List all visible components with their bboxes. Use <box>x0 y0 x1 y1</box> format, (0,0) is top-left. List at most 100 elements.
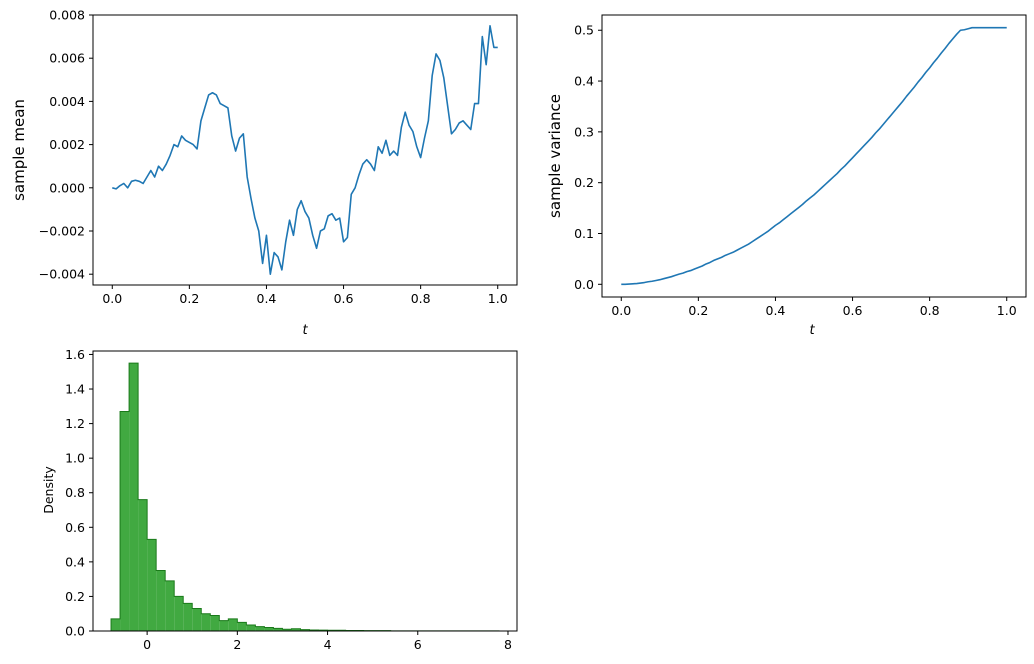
data-point <box>917 81 919 83</box>
data-point <box>971 27 973 29</box>
data-point <box>856 153 858 155</box>
y-tick-label: 0.4 <box>65 554 85 569</box>
data-point <box>628 283 630 285</box>
data-point <box>1006 27 1008 29</box>
data-point <box>412 131 414 133</box>
sample-mean-panel: 0.0 0.2 0.4 0.6 0.8 1.0 −0.004 −0.002 0.000 0.00… <box>10 8 518 338</box>
data-point <box>404 111 406 113</box>
y-tick-label: 0.6 <box>65 520 85 535</box>
x-tick-label: 0.2 <box>688 303 708 318</box>
x-axis-label: t <box>302 323 308 338</box>
x-tick-label: 8 <box>504 637 512 652</box>
data-point <box>300 200 302 202</box>
data-point <box>960 29 962 31</box>
data-point <box>678 273 680 275</box>
histogram-bar <box>291 628 301 631</box>
data-point <box>235 150 237 152</box>
y-axis-ticks: 0.0 0.2 0.4 0.6 0.8 1.0 1.2 1.4 1.6 <box>65 347 93 639</box>
y-tick-label: 0.2 <box>65 589 85 604</box>
data-point <box>246 176 248 178</box>
data-point <box>859 149 861 151</box>
data-point <box>782 219 784 221</box>
data-point <box>431 75 433 77</box>
y-tick-label: 0.0 <box>574 277 594 292</box>
data-point <box>115 188 117 190</box>
data-point <box>347 237 349 239</box>
data-point <box>497 47 499 49</box>
histogram-bar <box>255 626 265 631</box>
data-point <box>154 176 156 178</box>
data-point <box>204 107 206 109</box>
data-point <box>829 180 831 182</box>
x-tick-label: 1.0 <box>488 291 508 306</box>
x-tick-label: 0.8 <box>920 303 940 318</box>
data-point <box>983 27 985 29</box>
data-point <box>385 139 387 141</box>
data-point <box>655 280 657 282</box>
data-point <box>686 271 688 273</box>
histogram-bar <box>309 629 319 631</box>
data-point <box>640 282 642 284</box>
data-point <box>967 28 969 30</box>
data-point <box>752 241 754 243</box>
data-point <box>485 64 487 66</box>
y-axis-ticks: 0.0 0.1 0.2 0.3 0.4 0.5 <box>574 23 602 292</box>
data-point <box>208 94 210 96</box>
data-point <box>212 92 214 94</box>
y-tick-label: 0.004 <box>49 94 85 109</box>
data-point <box>620 284 622 286</box>
data-point <box>694 268 696 270</box>
data-point <box>381 152 383 154</box>
histogram-bar <box>120 411 130 631</box>
data-point <box>979 27 981 29</box>
histogram-bar <box>246 624 256 631</box>
histogram-bar <box>192 608 202 631</box>
data-point <box>462 120 464 122</box>
y-tick-label: 0.1 <box>574 226 594 241</box>
x-axis-ticks: 0.0 0.2 0.4 0.6 0.8 1.0 <box>611 297 1017 318</box>
plot-area <box>602 15 1026 297</box>
y-tick-label: 1.4 <box>65 382 85 397</box>
data-point <box>231 135 233 137</box>
data-point <box>763 233 765 235</box>
data-point <box>906 96 908 98</box>
data-point <box>821 187 823 189</box>
x-axis-ticks: 0.0 0.2 0.4 0.6 0.8 1.0 <box>102 285 508 306</box>
sample-variance-panel: 0.0 0.2 0.4 0.6 0.8 1.0 0.00.10.20.30.40.5 t … <box>546 14 1027 338</box>
data-point <box>119 185 121 187</box>
axes-frame <box>601 14 1027 298</box>
data-point <box>458 122 460 124</box>
data-point <box>408 124 410 126</box>
y-tick-label: 0.008 <box>49 8 85 23</box>
data-point <box>755 238 757 240</box>
histogram-bar <box>264 627 274 631</box>
data-point <box>196 148 198 150</box>
data-point <box>933 62 935 64</box>
data-point <box>921 77 923 79</box>
y-tick-label: 0.006 <box>49 51 85 66</box>
histogram-bar <box>273 628 283 631</box>
data-point <box>142 183 144 185</box>
data-point <box>721 257 723 259</box>
data-point <box>296 209 298 211</box>
axes-frame <box>92 350 518 632</box>
data-point <box>366 159 368 161</box>
data-point <box>250 198 252 200</box>
data-point <box>451 133 453 135</box>
data-point <box>667 277 669 279</box>
data-point <box>285 241 287 243</box>
histogram-bar <box>138 499 148 631</box>
data-point <box>162 170 164 172</box>
data-point <box>809 197 811 199</box>
data-point <box>952 38 954 40</box>
data-point <box>975 27 977 29</box>
data-point <box>732 251 734 253</box>
data-point <box>401 127 403 129</box>
data-point <box>867 141 869 143</box>
y-tick-label: 1.0 <box>65 451 85 466</box>
data-point <box>239 137 241 139</box>
data-point <box>913 86 915 88</box>
data-point <box>200 120 202 122</box>
data-point <box>836 173 838 175</box>
data-point <box>474 103 476 105</box>
